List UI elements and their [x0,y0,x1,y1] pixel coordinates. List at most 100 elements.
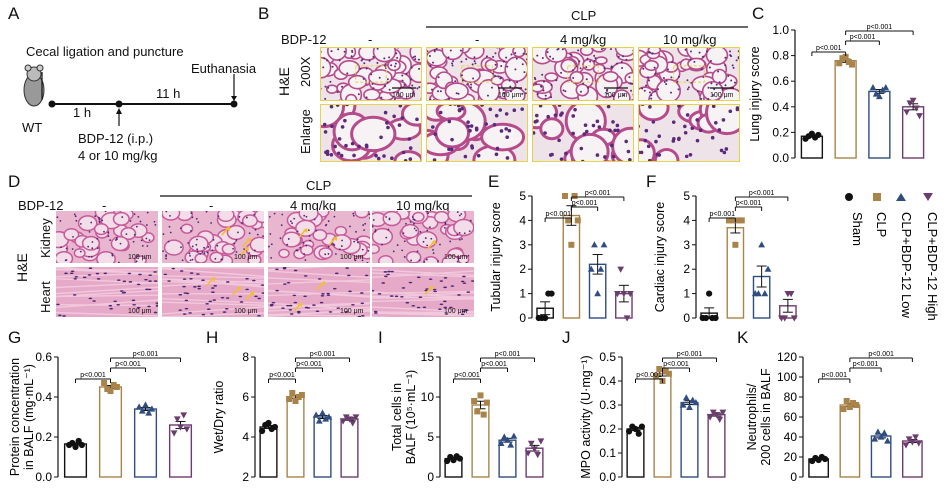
data-point [689,396,697,403]
timeline-diagram [23,64,238,126]
y-tick-label: 80 [784,390,798,404]
panel-label-f: F [646,172,657,191]
group-d-0: - [102,198,107,213]
scale-bar-label: 100 μm [128,254,152,261]
data-point [751,290,759,297]
row-label-200x: 200X [298,56,313,87]
data-point [594,290,602,297]
y-axis-label: Cardiac injury score [653,202,667,313]
data-point [879,86,886,93]
data-point [453,453,460,460]
panel-label-a: A [8,4,20,23]
data-point [75,437,82,445]
y-axis-label: MPO activity (U·mg⁻¹) [579,355,593,478]
legend-marker-low [896,193,906,201]
significance-label: p<0.001 [816,45,842,52]
data-point [591,241,598,248]
data-point [135,403,143,410]
bdp-label-d: BDP-12 [18,198,64,213]
data-point [706,414,714,421]
panel-label-i: I [378,328,383,347]
y-tick-label: 0.0 [35,470,52,484]
y-tick-label: 20 [784,450,798,464]
data-point [853,402,860,408]
data-point [527,440,535,447]
data-point [882,84,890,91]
significance-label: p<0.001 [677,351,703,358]
y-tick-label: 0 [683,311,690,325]
data-point [632,425,639,433]
y-tick-label: 0.3 [599,398,616,412]
bar-clp-bdp-12-low [870,435,892,478]
scale-bar-label: 100 μm [444,254,468,261]
data-point [850,400,857,406]
bar-sham [536,307,554,319]
data-point [142,401,149,408]
data-point [912,434,919,441]
data-point [617,266,625,273]
group-d-3: 10 mg/kg [396,198,450,213]
data-point [298,392,305,398]
bar-clp [286,396,305,478]
data-point [315,417,323,424]
data-point [537,438,545,445]
significance-label: p<0.001 [585,190,611,197]
data-point [322,415,330,422]
y-tick-label: 0.1 [599,446,616,460]
y-tick-label: 0.4 [599,374,616,388]
y-tick-label: 4 [683,213,690,227]
y-tick-label: 0.6 [35,350,52,364]
data-point [755,290,762,297]
data-point [902,442,910,449]
data-point [784,291,792,298]
data-point [561,193,568,199]
bar-clp-bdp-12-low [588,263,607,319]
y-axis-label: Lung injury score [748,46,762,141]
bar-clp [726,227,745,319]
data-point [735,217,742,224]
data-point [665,370,672,377]
y-axis-label: Tubular injury score [489,202,503,311]
bar-clp-bdp-12-low [868,90,891,159]
bar-clp-bdp-12-high [615,292,633,319]
data-point [629,423,636,430]
data-point [811,134,819,141]
data-point [849,61,856,68]
bar-sham [808,458,830,478]
lung-enlarged-micrograph [532,104,634,162]
y-tick-label: 2 [242,470,249,484]
legend-label-clp: CLP [874,212,889,237]
bar-clp-bdp-12-low [313,416,332,478]
data-point [903,109,911,116]
cecal-label: Cecal ligation and puncture [26,44,184,59]
panel-label-k: K [737,328,749,347]
time-11h: 11 h [156,86,181,101]
y-tick-label: 5 [683,189,690,203]
data-point [286,396,293,402]
data-point [884,437,891,444]
y-tick-label: 0 [519,311,526,325]
kidney-micrograph: 100 μm [268,211,370,263]
data-point [702,314,710,322]
data-point [875,92,883,100]
data-point [706,290,713,297]
bar-clp-bdp-12-low [133,408,158,478]
data-point [912,105,920,112]
legend-marker-high [923,193,933,201]
data-point [805,133,812,140]
data-point [808,130,815,137]
data-point [312,411,320,418]
y-axis-label: Neutrophils/ [745,383,759,450]
data-point [809,457,816,465]
group-b-3: 10 mg/kg [663,32,717,47]
data-point [325,413,333,420]
bar-clp [839,404,861,478]
data-point [719,409,727,416]
y-tick-label: 0.0 [772,151,789,165]
y-tick-label: 4 [242,430,249,444]
data-point [483,399,490,406]
significance-label: p<0.001 [80,372,106,379]
data-point [909,97,917,104]
data-point [107,388,114,394]
data-point [477,392,484,399]
